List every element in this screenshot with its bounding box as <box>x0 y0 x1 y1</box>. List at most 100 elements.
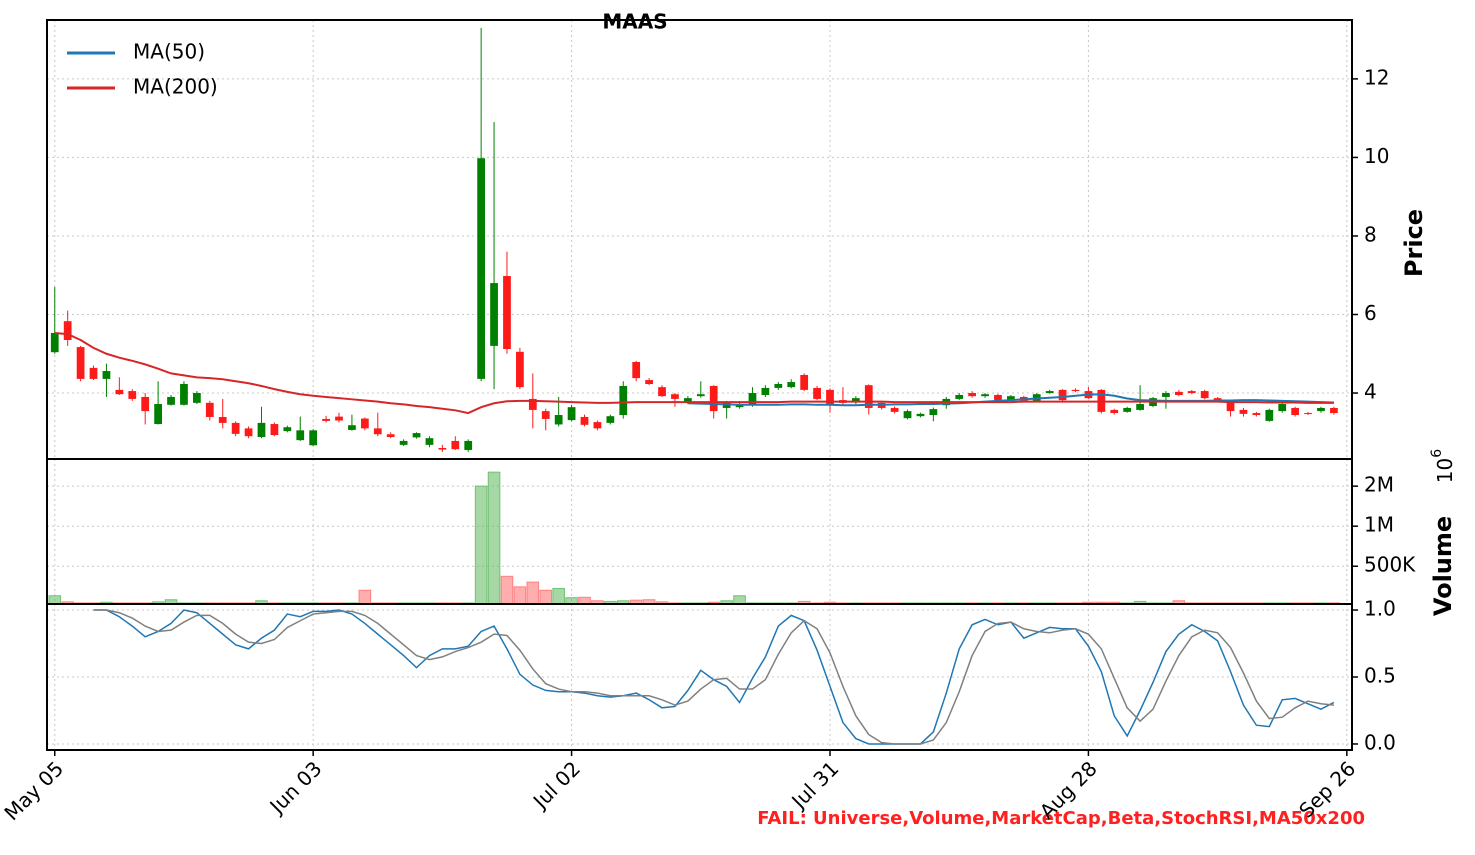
volume-bar <box>474 485 488 605</box>
fail-annotation: FAIL: Universe,Volume,MarketCap,Beta,Sto… <box>757 808 1365 829</box>
candle-body <box>1317 407 1325 412</box>
candle-body <box>1278 404 1287 412</box>
x-tick-label: Jul 31 <box>785 756 843 814</box>
legend-label: MA(200) <box>133 75 218 99</box>
panel-frame <box>46 603 1353 751</box>
candle-body <box>335 416 343 421</box>
candle-body <box>851 398 860 403</box>
candle-body <box>348 425 356 430</box>
candle-body <box>1058 389 1067 401</box>
candle-body <box>270 424 279 436</box>
candle-body <box>761 387 770 395</box>
candle-body <box>464 440 473 450</box>
candle-body <box>567 407 576 421</box>
volume-bar <box>539 589 553 605</box>
candle-body <box>1071 389 1080 392</box>
candle-body <box>1226 402 1235 412</box>
y-tick-label: 1.0 <box>1364 597 1396 621</box>
candle-body <box>76 347 85 379</box>
y-tick-label: 2M <box>1364 473 1394 497</box>
candle-body <box>231 422 240 434</box>
candle-body <box>1123 407 1132 412</box>
volume-bar <box>513 586 527 605</box>
y-tick-label: 0.0 <box>1364 730 1396 754</box>
candle-body <box>63 321 72 341</box>
candle-body <box>386 434 395 438</box>
candle-body <box>1330 407 1338 414</box>
candle-body <box>180 384 188 405</box>
candle-body <box>1162 393 1170 397</box>
candle-body <box>115 389 124 395</box>
y-tick-label: 500K <box>1364 553 1416 577</box>
candle-body <box>1200 391 1209 399</box>
candle-body <box>167 396 175 405</box>
volume-bar <box>552 588 565 605</box>
candle-body <box>1136 404 1144 410</box>
candle-body <box>89 367 98 379</box>
volume-bar <box>733 595 746 605</box>
volume-axis-label: Volume <box>1429 516 1457 616</box>
candle-body <box>1213 398 1222 401</box>
candle-body <box>360 418 369 429</box>
candle-body <box>645 380 653 385</box>
candle-body <box>709 385 718 412</box>
candle-body <box>916 413 925 417</box>
candle-body <box>1045 391 1054 394</box>
y-tick-label: 8 <box>1364 222 1377 246</box>
candle-body <box>929 409 938 416</box>
x-tick-label: Jun 03 <box>264 756 327 819</box>
candle-body <box>102 371 111 379</box>
panel-frame <box>46 458 1353 605</box>
candle-body <box>309 430 318 446</box>
candle-body <box>296 430 305 441</box>
candle-body <box>541 411 550 419</box>
candle-body <box>451 440 460 450</box>
candle-body <box>503 276 511 350</box>
candle-body <box>619 385 628 416</box>
candle-body <box>283 427 292 432</box>
candle-body <box>787 382 796 388</box>
candle-body <box>606 416 615 423</box>
candle-body <box>683 398 692 403</box>
volume-bar <box>487 471 501 605</box>
candle-body <box>154 404 162 425</box>
volume-bar <box>578 596 591 605</box>
y-tick-label: 4 <box>1364 380 1377 404</box>
candle-body <box>1007 396 1015 401</box>
candle-body <box>554 415 563 425</box>
chart-title: MAAS <box>602 10 667 34</box>
candle-body <box>1110 409 1119 414</box>
series-line <box>54 331 1334 415</box>
candle-body <box>257 422 266 438</box>
volume-bar <box>48 595 62 605</box>
candle-body <box>205 402 214 417</box>
candle-body <box>890 407 899 412</box>
candle-body <box>1187 391 1196 394</box>
candle-body <box>632 362 641 379</box>
candle-body <box>1239 409 1248 414</box>
candle-body <box>193 393 201 403</box>
candle-body <box>1174 391 1183 395</box>
candle-body <box>373 428 382 435</box>
price-axis-label: Price <box>1400 209 1428 277</box>
candle-body <box>1265 409 1274 421</box>
offset-base: 10 <box>1433 458 1457 483</box>
candle-body <box>955 394 964 399</box>
candle-body <box>516 351 524 388</box>
y-tick-label: 10 <box>1364 144 1389 168</box>
candle-body <box>244 428 253 437</box>
candle-body <box>748 393 757 406</box>
series-line <box>93 609 1334 745</box>
candle-body <box>1304 413 1312 415</box>
candle-body <box>658 387 666 397</box>
candle-body <box>128 391 137 399</box>
candle-body <box>438 448 447 450</box>
legend-label: MA(50) <box>133 40 205 64</box>
volume-bar <box>500 575 514 605</box>
candle-body <box>425 438 434 445</box>
candle-body <box>800 374 809 390</box>
candle-body <box>774 384 783 388</box>
volume-bar <box>526 581 540 605</box>
candle-body <box>580 416 589 425</box>
candle-body <box>1291 407 1300 416</box>
